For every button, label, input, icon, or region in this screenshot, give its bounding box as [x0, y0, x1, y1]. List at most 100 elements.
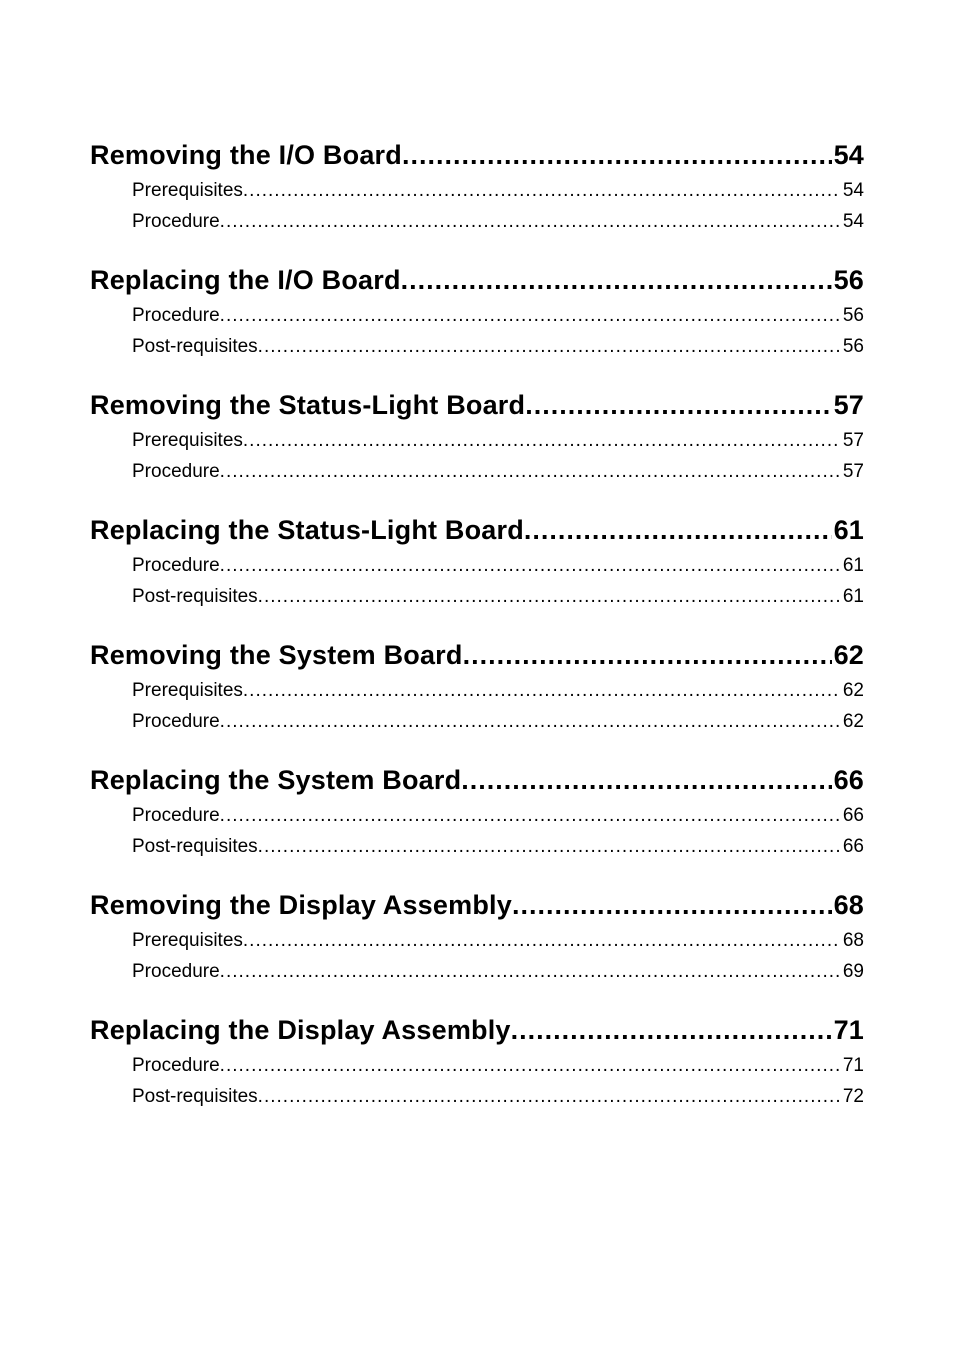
toc-subitem[interactable]: Prerequisites 68	[90, 930, 864, 952]
toc-subitem-label: Procedure	[132, 961, 220, 983]
toc-heading-label: Replacing the Status-Light Board	[90, 515, 524, 546]
toc-subitem-label: Post-requisites	[132, 336, 258, 358]
dot-leader	[258, 836, 841, 858]
toc-subitem-label: Procedure	[132, 211, 220, 233]
dot-leader	[220, 305, 841, 327]
dot-leader	[524, 515, 832, 546]
toc-section: Removing the System Board 62 Prerequisit…	[90, 640, 864, 733]
toc-heading-page: 66	[832, 765, 864, 796]
toc-section: Removing the Status-Light Board 57 Prere…	[90, 390, 864, 483]
toc-subitem[interactable]: Procedure 54	[90, 211, 864, 233]
toc-subitem-label: Prerequisites	[132, 930, 243, 952]
toc-subitem-label: Procedure	[132, 555, 220, 577]
toc-heading[interactable]: Replacing the System Board 66	[90, 765, 864, 796]
toc-subitem[interactable]: Post-requisites 66	[90, 836, 864, 858]
toc-heading[interactable]: Replacing the I/O Board 56	[90, 265, 864, 296]
toc-heading[interactable]: Removing the Display Assembly 68	[90, 890, 864, 921]
toc-heading-label: Replacing the I/O Board	[90, 265, 401, 296]
toc-subitem[interactable]: Procedure 71	[90, 1055, 864, 1077]
dot-leader	[220, 961, 841, 983]
toc-subitem-page: 54	[841, 180, 864, 202]
dot-leader	[220, 461, 841, 483]
dot-leader	[512, 890, 832, 921]
toc-subitem-label: Procedure	[132, 461, 220, 483]
toc-subitem-label: Prerequisites	[132, 430, 243, 452]
toc-subitem-page: 69	[841, 961, 864, 983]
toc-subitem-page: 66	[841, 836, 864, 858]
toc-subitem[interactable]: Procedure 56	[90, 305, 864, 327]
toc-heading[interactable]: Replacing the Display Assembly 71	[90, 1015, 864, 1046]
toc-subitem-label: Procedure	[132, 1055, 220, 1077]
dot-leader	[243, 430, 841, 452]
toc-heading-label: Replacing the System Board	[90, 765, 461, 796]
toc-subitem-page: 62	[841, 680, 864, 702]
toc-subitem-page: 71	[841, 1055, 864, 1077]
dot-leader	[243, 180, 841, 202]
toc-subitem-label: Procedure	[132, 711, 220, 733]
toc-heading-label: Replacing the Display Assembly	[90, 1015, 511, 1046]
toc-section: Replacing the I/O Board 56 Procedure 56 …	[90, 265, 864, 358]
toc-subitem-page: 61	[841, 586, 864, 608]
dot-leader	[220, 211, 841, 233]
dot-leader	[402, 140, 832, 171]
toc-subitem-label: Procedure	[132, 305, 220, 327]
dot-leader	[243, 680, 841, 702]
dot-leader	[463, 640, 832, 671]
dot-leader	[258, 1086, 841, 1108]
toc-subitem-label: Post-requisites	[132, 1086, 258, 1108]
toc-subitem[interactable]: Procedure 57	[90, 461, 864, 483]
dot-leader	[258, 336, 841, 358]
toc-subitem-label: Procedure	[132, 805, 220, 827]
toc-heading-page: 71	[832, 1015, 864, 1046]
toc-heading-label: Removing the Status-Light Board	[90, 390, 525, 421]
toc-heading-page: 61	[832, 515, 864, 546]
dot-leader	[461, 765, 831, 796]
toc-subitem[interactable]: Procedure 69	[90, 961, 864, 983]
toc-subitem-page: 62	[841, 711, 864, 733]
toc-subitem-label: Prerequisites	[132, 180, 243, 202]
toc-heading-label: Removing the I/O Board	[90, 140, 402, 171]
toc-subitem-page: 56	[841, 305, 864, 327]
toc-heading-page: 54	[832, 140, 864, 171]
toc-heading-page: 62	[832, 640, 864, 671]
toc-subitem-label: Post-requisites	[132, 586, 258, 608]
dot-leader	[220, 555, 841, 577]
dot-leader	[258, 586, 841, 608]
toc-heading[interactable]: Removing the System Board 62	[90, 640, 864, 671]
toc-subitem[interactable]: Procedure 66	[90, 805, 864, 827]
toc-section: Removing the Display Assembly 68 Prerequ…	[90, 890, 864, 983]
toc-heading-page: 57	[832, 390, 864, 421]
toc-subitem-label: Prerequisites	[132, 680, 243, 702]
dot-leader	[220, 711, 841, 733]
toc-subitem-page: 54	[841, 211, 864, 233]
toc-heading[interactable]: Removing the I/O Board 54	[90, 140, 864, 171]
toc-subitem-page: 66	[841, 805, 864, 827]
toc-section: Replacing the Display Assembly 71 Proced…	[90, 1015, 864, 1108]
toc-section: Replacing the Status-Light Board 61 Proc…	[90, 515, 864, 608]
toc-subitem[interactable]: Prerequisites 54	[90, 180, 864, 202]
toc-section: Removing the I/O Board 54 Prerequisites …	[90, 140, 864, 233]
toc-subitem-page: 72	[841, 1086, 864, 1108]
toc-subitem-page: 57	[841, 461, 864, 483]
dot-leader	[401, 265, 832, 296]
toc-subitem[interactable]: Procedure 61	[90, 555, 864, 577]
toc-heading[interactable]: Replacing the Status-Light Board 61	[90, 515, 864, 546]
toc-heading-page: 68	[832, 890, 864, 921]
toc-section: Replacing the System Board 66 Procedure …	[90, 765, 864, 858]
toc-subitem-page: 57	[841, 430, 864, 452]
dot-leader	[220, 1055, 841, 1077]
toc-subitem[interactable]: Prerequisites 57	[90, 430, 864, 452]
toc-heading[interactable]: Removing the Status-Light Board 57	[90, 390, 864, 421]
toc-subitem-page: 56	[841, 336, 864, 358]
toc-subitem[interactable]: Procedure 62	[90, 711, 864, 733]
toc-subitem[interactable]: Post-requisites 61	[90, 586, 864, 608]
dot-leader	[511, 1015, 832, 1046]
dot-leader	[220, 805, 841, 827]
toc-subitem[interactable]: Post-requisites 72	[90, 1086, 864, 1108]
toc-heading-label: Removing the Display Assembly	[90, 890, 512, 921]
toc-subitem[interactable]: Post-requisites 56	[90, 336, 864, 358]
toc-subitem[interactable]: Prerequisites 62	[90, 680, 864, 702]
dot-leader	[243, 930, 841, 952]
table-of-contents: Removing the I/O Board 54 Prerequisites …	[90, 140, 864, 1108]
toc-subitem-label: Post-requisites	[132, 836, 258, 858]
